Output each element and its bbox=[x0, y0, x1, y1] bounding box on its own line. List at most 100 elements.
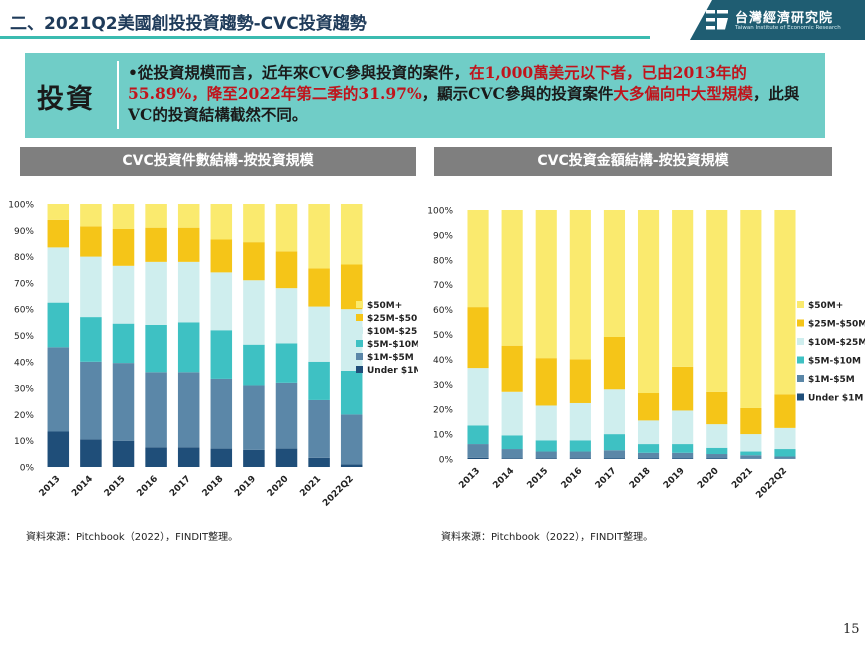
y-tick-label: 50% bbox=[433, 331, 453, 341]
bar-segment-0 bbox=[308, 457, 330, 468]
bar-segment-0 bbox=[112, 440, 135, 467]
bar-segment-4 bbox=[672, 366, 694, 411]
bar-segment-0 bbox=[47, 431, 70, 468]
source-note-left: 資料來源：Pitchbook（2022），FINDIT整理。 bbox=[26, 532, 239, 543]
x-tick-label: 2017 bbox=[168, 474, 193, 499]
bar-segment-5 bbox=[535, 210, 557, 359]
x-tick-label: 2018 bbox=[201, 474, 226, 499]
legend-swatch bbox=[797, 375, 804, 382]
bar-segment-3 bbox=[47, 247, 70, 303]
header-accent-line bbox=[0, 36, 650, 39]
panel-title-deal-value: CVC投資金額結構-按投資規模 bbox=[434, 147, 832, 176]
x-tick-label: 2022Q2 bbox=[754, 466, 789, 501]
bar-segment-3 bbox=[603, 389, 626, 435]
y-tick-label: 100% bbox=[8, 201, 34, 211]
bar-segment-2 bbox=[535, 440, 557, 452]
x-tick-label: 2021 bbox=[298, 474, 323, 499]
legend-swatch bbox=[356, 340, 363, 347]
bar-segment-0 bbox=[637, 458, 660, 459]
bar-segment-2 bbox=[210, 330, 233, 379]
bar-segment-2 bbox=[603, 434, 626, 451]
bar-segment-4 bbox=[145, 227, 167, 262]
legend-swatch bbox=[797, 393, 804, 401]
bar-segment-2 bbox=[275, 343, 298, 383]
legend-label: $25M-$50M bbox=[808, 320, 865, 330]
x-tick-label: 2019 bbox=[233, 474, 258, 499]
y-tick-label: 30% bbox=[14, 385, 34, 395]
bar-segment-2 bbox=[340, 371, 363, 415]
bar-segment-0 bbox=[145, 447, 167, 467]
summary-part: ，顯示CVC參與的投資案件 bbox=[421, 84, 614, 103]
bar-segment-3 bbox=[308, 306, 330, 362]
bar-segment-4 bbox=[501, 345, 523, 392]
x-tick-label: 2021 bbox=[730, 466, 755, 491]
bar-segment-5 bbox=[706, 210, 728, 392]
bar-segment-0 bbox=[80, 439, 102, 467]
x-tick-label: 2015 bbox=[103, 474, 128, 499]
legend-label: $50M+ bbox=[808, 301, 843, 311]
bar-segment-2 bbox=[243, 344, 265, 386]
bar-segment-1 bbox=[275, 382, 298, 449]
y-tick-label: 70% bbox=[14, 279, 34, 289]
bar-segment-1 bbox=[569, 451, 591, 459]
bar-segment-5 bbox=[467, 210, 489, 308]
bar-segment-1 bbox=[177, 372, 200, 448]
bar-segment-5 bbox=[672, 210, 694, 367]
bar-segment-5 bbox=[340, 204, 363, 265]
y-tick-label: 10% bbox=[14, 437, 34, 447]
bar-segment-2 bbox=[740, 451, 762, 456]
x-tick-label: 2014 bbox=[70, 474, 95, 499]
bar-segment-4 bbox=[535, 358, 557, 406]
bar-segment-3 bbox=[145, 261, 167, 325]
y-tick-label: 0% bbox=[20, 464, 35, 474]
bar-segment-5 bbox=[112, 204, 135, 229]
x-tick-label: 2017 bbox=[594, 466, 619, 491]
bar-segment-0 bbox=[243, 449, 265, 467]
bar-segment-4 bbox=[112, 228, 135, 266]
bar-segment-1 bbox=[672, 452, 694, 459]
y-tick-label: 40% bbox=[14, 358, 34, 368]
y-tick-label: 40% bbox=[433, 356, 453, 366]
bar-segment-4 bbox=[603, 336, 626, 390]
bar-segment-3 bbox=[80, 256, 102, 318]
summary-part-highlight: 在1,000萬美元以下者，已由2013年的55.89%，降至2022年第二季的3… bbox=[128, 63, 747, 103]
legend-swatch bbox=[356, 314, 363, 321]
bar-segment-3 bbox=[467, 368, 489, 426]
legend-label: Under $1M bbox=[808, 394, 863, 404]
bar-segment-2 bbox=[774, 449, 796, 457]
bar-segment-1 bbox=[210, 378, 233, 449]
bar-segment-4 bbox=[47, 219, 70, 248]
summary-box: 投資 •從投資規模而言，近年來CVC參與投資的案件，在1,000萬美元以下者，已… bbox=[25, 53, 825, 138]
bar-segment-1 bbox=[637, 452, 660, 459]
bar-segment-5 bbox=[145, 204, 167, 228]
bar-segment-5 bbox=[243, 204, 265, 243]
bar-segment-5 bbox=[210, 204, 233, 240]
bar-segment-2 bbox=[672, 444, 694, 453]
bar-segment-0 bbox=[275, 448, 298, 467]
bar-segment-5 bbox=[80, 204, 102, 227]
bar-segment-4 bbox=[210, 239, 233, 273]
bar-segment-2 bbox=[80, 317, 102, 362]
legend-swatch bbox=[797, 319, 804, 327]
bar-segment-2 bbox=[177, 322, 200, 373]
bar-segment-3 bbox=[243, 280, 265, 345]
summary-divider bbox=[117, 61, 119, 129]
bar-segment-0 bbox=[603, 458, 626, 459]
bar-segment-5 bbox=[603, 210, 626, 337]
bar-segment-1 bbox=[740, 455, 762, 459]
y-tick-label: 70% bbox=[433, 281, 453, 291]
tier-logo-icon bbox=[706, 10, 728, 30]
legend-swatch bbox=[797, 301, 804, 308]
summary-bullet: • bbox=[128, 63, 138, 82]
slide-title: 二、2021Q2美國創投投資趨勢-CVC投資趨勢 bbox=[10, 14, 367, 34]
bar-segment-1 bbox=[501, 449, 523, 459]
bar-segment-3 bbox=[501, 391, 523, 436]
deal-count-chart: 0% 10% 20% 30% 40% 50% 60% 70% 80% 90% 100% 2013 201… bbox=[8, 201, 418, 509]
y-tick-label: 20% bbox=[14, 411, 34, 421]
legend-label: $10M-$25M bbox=[808, 338, 865, 348]
bar-segment-2 bbox=[145, 324, 167, 373]
y-tick-label: 90% bbox=[14, 227, 34, 237]
bar-segment-2 bbox=[308, 361, 330, 400]
page-number: 15 bbox=[843, 622, 860, 637]
deal-value-chart: 0% 10% 20% 30% 40% 50% 60% 70% 80% 90% 100% 2013 201… bbox=[427, 207, 865, 501]
